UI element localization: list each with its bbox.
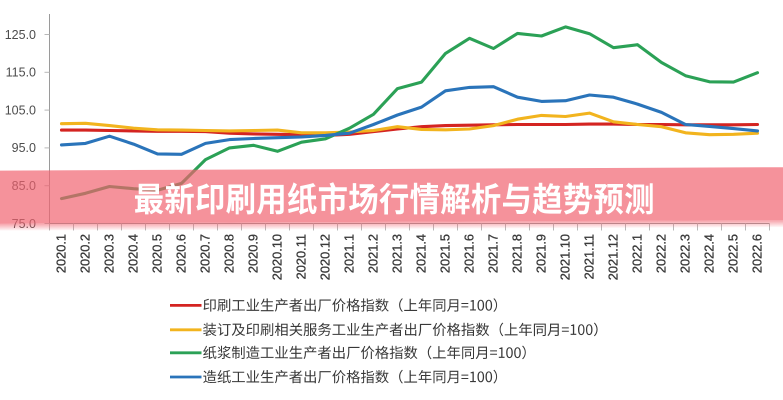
svg-text:2020.8: 2020.8 (222, 234, 237, 273)
svg-text:2022.2: 2022.2 (654, 234, 669, 273)
svg-text:2021.2: 2021.2 (366, 234, 381, 273)
svg-text:2021.11: 2021.11 (582, 234, 597, 279)
svg-text:2020.10: 2020.10 (270, 234, 285, 280)
svg-text:2020.3: 2020.3 (102, 234, 117, 273)
svg-text:2020.7: 2020.7 (198, 234, 213, 273)
svg-text:2021.9: 2021.9 (534, 234, 549, 273)
svg-text:2020.2: 2020.2 (78, 234, 93, 273)
svg-text:2021.5: 2021.5 (438, 234, 453, 273)
svg-text:2020.4: 2020.4 (126, 234, 141, 273)
svg-text:105.0: 105.0 (5, 103, 36, 117)
svg-text:2020.5: 2020.5 (150, 234, 165, 273)
svg-text:2020.9: 2020.9 (246, 234, 261, 273)
svg-text:2020.12: 2020.12 (318, 234, 333, 280)
svg-text:2021.10: 2021.10 (558, 234, 573, 280)
svg-text:2021.6: 2021.6 (462, 234, 477, 273)
svg-text:115.0: 115.0 (6, 66, 36, 80)
svg-text:2020.6: 2020.6 (174, 234, 189, 273)
svg-text:2021.12: 2021.12 (606, 234, 621, 280)
svg-text:2022.4: 2022.4 (702, 234, 717, 273)
svg-text:2021.7: 2021.7 (486, 234, 501, 273)
svg-text:2020.1: 2020.1 (54, 234, 69, 273)
svg-text:2021.8: 2021.8 (510, 234, 525, 273)
svg-text:2022.5: 2022.5 (726, 234, 741, 273)
svg-text:2022.1: 2022.1 (630, 234, 645, 273)
svg-text:2022.6: 2022.6 (750, 234, 765, 273)
svg-text:2021.3: 2021.3 (390, 234, 405, 273)
svg-text:2020.11: 2020.11 (294, 234, 309, 279)
svg-text:95.0: 95.0 (12, 141, 36, 155)
svg-text:125.0: 125.0 (5, 28, 36, 42)
svg-text:2021.1: 2021.1 (342, 234, 357, 273)
svg-text:2021.4: 2021.4 (414, 234, 429, 273)
svg-text:2022.3: 2022.3 (678, 234, 693, 273)
